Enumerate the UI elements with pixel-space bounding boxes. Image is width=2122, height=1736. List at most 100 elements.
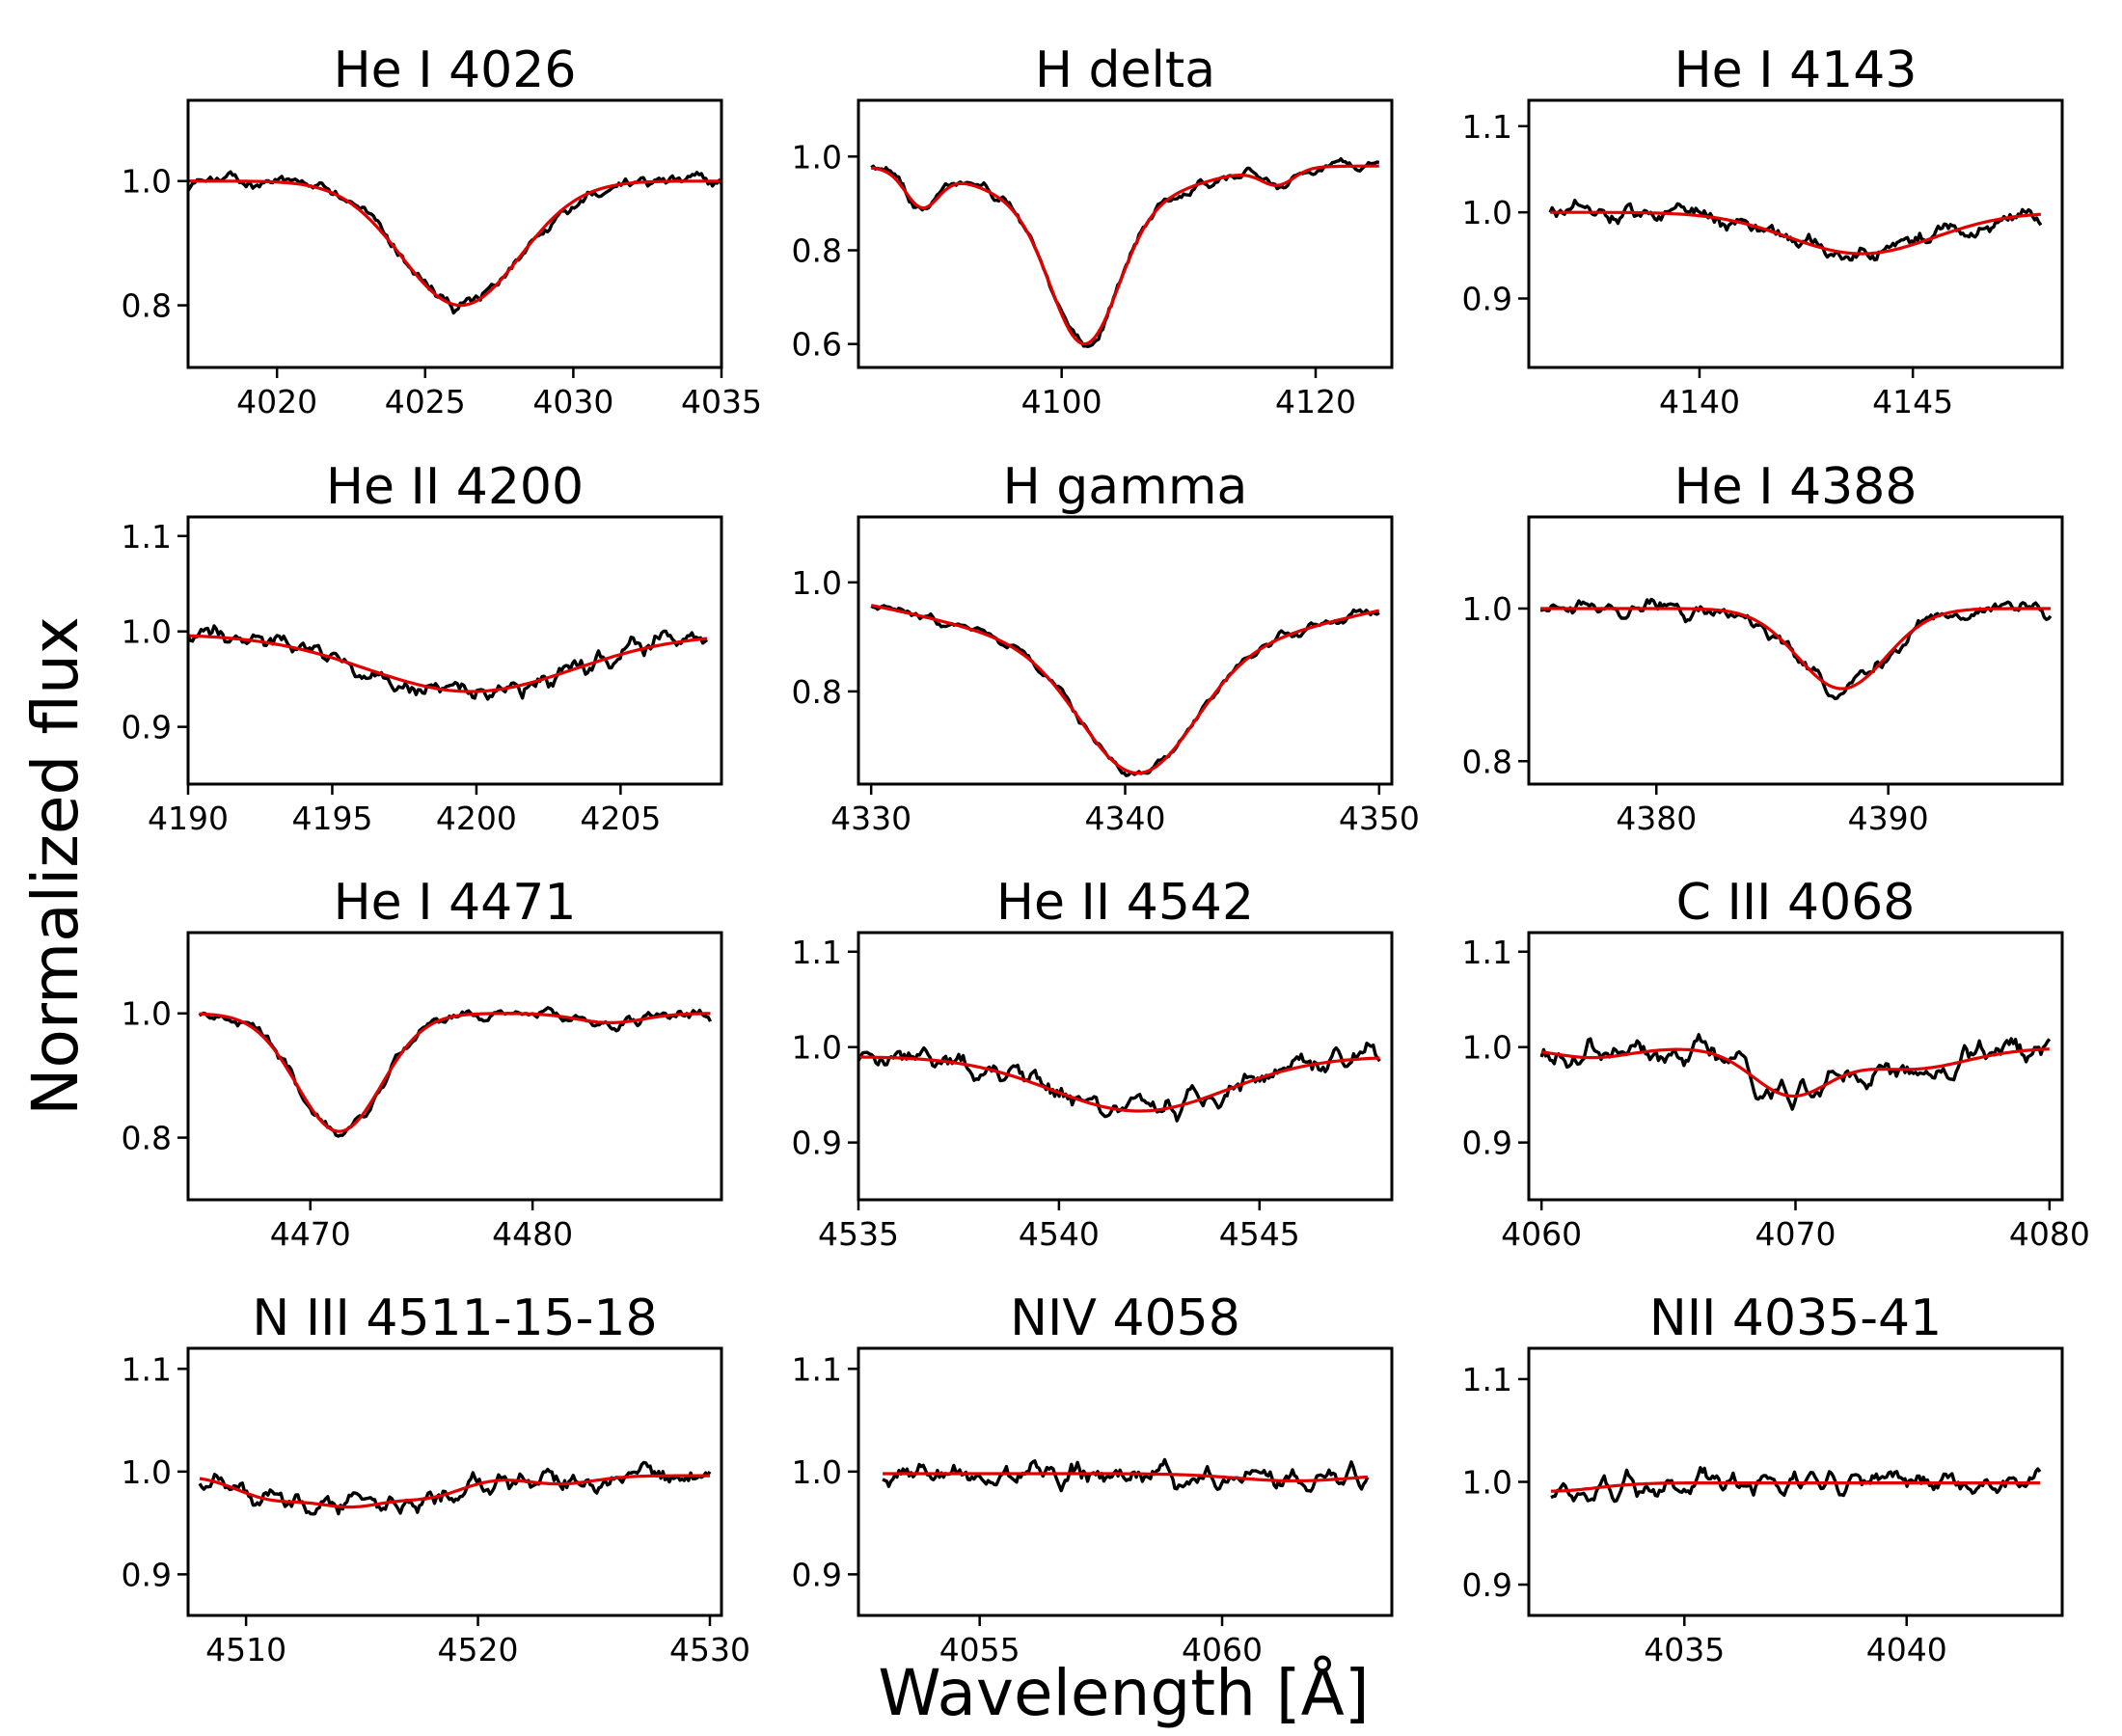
y-tick-label: 0.8: [792, 673, 842, 711]
y-tick-label: 1.1: [1462, 108, 1512, 146]
x-tick-label: 4330: [830, 800, 911, 837]
axes-frame: [857, 515, 1394, 786]
panel-n-iii-4511-15-18: 4510 4520 4530 0.9 1.0 1.1 N III 4511-15-18: [122, 1289, 750, 1668]
y-tick-label: 1.0: [792, 1453, 842, 1491]
x-tick-label: 4390: [1848, 800, 1929, 837]
y-tick-label: 1.0: [1462, 1029, 1512, 1067]
model-spectrum-line-n-iii-4511-15-18: [199, 1474, 710, 1509]
panel-c-iii-4068: 4060 4070 4080 0.9 1.0 1.1 C III 4068: [1462, 874, 2090, 1253]
x-tick-label: 4380: [1616, 800, 1697, 837]
panel-title: He I 4026: [334, 41, 577, 99]
x-tick-label: 4060: [1501, 1215, 1582, 1253]
y-tick-label: 0.9: [122, 1556, 172, 1593]
x-tick-label: 4040: [1866, 1631, 1947, 1668]
observed-spectrum-line-niv-4058: [882, 1457, 1370, 1493]
panel-title: C III 4068: [1676, 874, 1916, 932]
panel-title: N III 4511-15-18: [252, 1289, 657, 1347]
panel-title: He II 4542: [996, 874, 1254, 932]
observed-spectrum-line-c-iii-4068: [1539, 1033, 2052, 1111]
y-tick-label: 1.0: [122, 1453, 172, 1491]
x-tick-label: 4510: [205, 1631, 286, 1668]
y-tick-label: 1.0: [1462, 194, 1512, 231]
x-tick-label: 4190: [148, 800, 229, 837]
axes-frame: [857, 98, 1394, 369]
x-tick-label: 4340: [1085, 800, 1166, 837]
panel-title: NII 4035-41: [1649, 1289, 1942, 1347]
axes-frame: [857, 1346, 1394, 1617]
x-tick-label: 4470: [270, 1215, 351, 1253]
x-tick-label: 4080: [2009, 1215, 2090, 1253]
y-tick-label: 1.0: [122, 995, 172, 1033]
model-spectrum-line-he-i-4143: [1550, 210, 2041, 256]
x-tick-label: 4100: [1021, 383, 1102, 420]
panel-he-i-4471: 4470 4480 0.8 1.0 He I 4471: [122, 874, 723, 1253]
panel-title: He I 4471: [334, 874, 577, 932]
x-tick-label: 4530: [669, 1631, 750, 1668]
y-tick-label: 0.9: [1462, 281, 1512, 318]
observed-spectrum-line-he-i-4143: [1548, 199, 2043, 262]
panel-h-delta: 4100 4120 0.6 0.8 1.0 H delta: [792, 41, 1394, 420]
axes-frame: [857, 931, 1394, 1202]
panel-he-ii-4200: 4190 4195 4200 4205 0.9 1.0 1.1 He II 4200: [122, 458, 723, 837]
model-spectrum-line-h-gamma: [870, 604, 1380, 775]
panel-nii-4035-41: 4035 4040 0.9 1.0 1.1 NII 4035-41: [1462, 1289, 2064, 1668]
x-tick-label: 4035: [1644, 1631, 1725, 1668]
y-tick-label: 0.9: [1462, 1125, 1512, 1162]
x-tick-label: 4540: [1019, 1215, 1100, 1253]
axes-frame: [186, 515, 723, 786]
y-tick-label: 1.1: [122, 1350, 172, 1388]
panel-h-gamma: 4330 4340 4350 0.8 1.0 H gamma: [792, 458, 1420, 837]
y-tick-label: 1.0: [1462, 1464, 1512, 1502]
x-tick-label: 4035: [681, 383, 762, 420]
y-tick-label: 0.8: [1462, 743, 1512, 780]
panel-title: H delta: [1035, 41, 1215, 99]
x-tick-label: 4350: [1339, 800, 1420, 837]
axes-frame: [186, 931, 723, 1202]
figure-xlabel: Wavelength [Å]: [878, 1656, 1369, 1730]
x-tick-label: 4145: [1872, 383, 1953, 420]
x-tick-label: 4120: [1275, 383, 1356, 420]
x-tick-label: 4060: [1182, 1631, 1263, 1668]
panel-title: NIV 4058: [1010, 1289, 1240, 1347]
y-tick-label: 1.0: [792, 1029, 842, 1067]
observed-spectrum-line-n-iii-4511-15-18: [198, 1460, 712, 1516]
axes-frame: [1527, 98, 2064, 369]
model-spectrum-line-niv-4058: [883, 1472, 1368, 1482]
y-tick-label: 0.8: [792, 232, 842, 270]
x-tick-label: 4070: [1755, 1215, 1836, 1253]
x-tick-label: 4205: [580, 800, 661, 837]
y-tick-label: 0.8: [122, 287, 172, 325]
x-tick-label: 4140: [1659, 383, 1740, 420]
model-spectrum-line-he-ii-4200: [188, 634, 708, 693]
panel-he-i-4026: 4020 4025 4030 4035 0.8 1.0 He I 4026: [122, 41, 762, 420]
y-tick-label: 1.1: [1462, 1361, 1512, 1398]
y-tick-label: 0.9: [792, 1556, 842, 1593]
panel-title: He II 4200: [326, 458, 584, 516]
model-spectrum-line-nii-4035-41: [1551, 1481, 2040, 1493]
y-tick-label: 0.9: [792, 1125, 842, 1162]
y-tick-label: 1.0: [122, 163, 172, 201]
x-tick-label: 4535: [818, 1215, 899, 1253]
y-tick-label: 1.1: [122, 518, 172, 556]
observed-spectrum-line-he-i-4471: [198, 1006, 713, 1138]
panel-title: H gamma: [1003, 458, 1248, 516]
y-tick-label: 1.0: [792, 564, 842, 602]
figure-ylabel: Normalized flux: [18, 616, 93, 1116]
y-tick-label: 1.0: [1462, 590, 1512, 628]
x-tick-label: 4020: [236, 383, 317, 420]
panel-title: He I 4388: [1674, 458, 1918, 516]
model-spectrum-line-h-delta: [871, 164, 1379, 346]
axes-frame: [186, 1346, 723, 1617]
panel-he-i-4143: 4140 4145 0.9 1.0 1.1 He I 4143: [1462, 41, 2064, 420]
x-tick-label: 4200: [436, 800, 517, 837]
x-tick-label: 4025: [385, 383, 466, 420]
axes-frame: [1527, 931, 2064, 1202]
y-tick-label: 0.6: [792, 326, 842, 364]
axes-frame: [1527, 515, 2064, 786]
y-tick-label: 0.9: [122, 709, 172, 746]
panel-he-ii-4542: 4535 4540 4545 0.9 1.0 1.1 He II 4542: [792, 874, 1394, 1253]
panel-he-i-4388: 4380 4390 0.8 1.0 He I 4388: [1462, 458, 2064, 837]
y-tick-label: 0.8: [122, 1120, 172, 1157]
x-tick-label: 4520: [438, 1631, 519, 1668]
